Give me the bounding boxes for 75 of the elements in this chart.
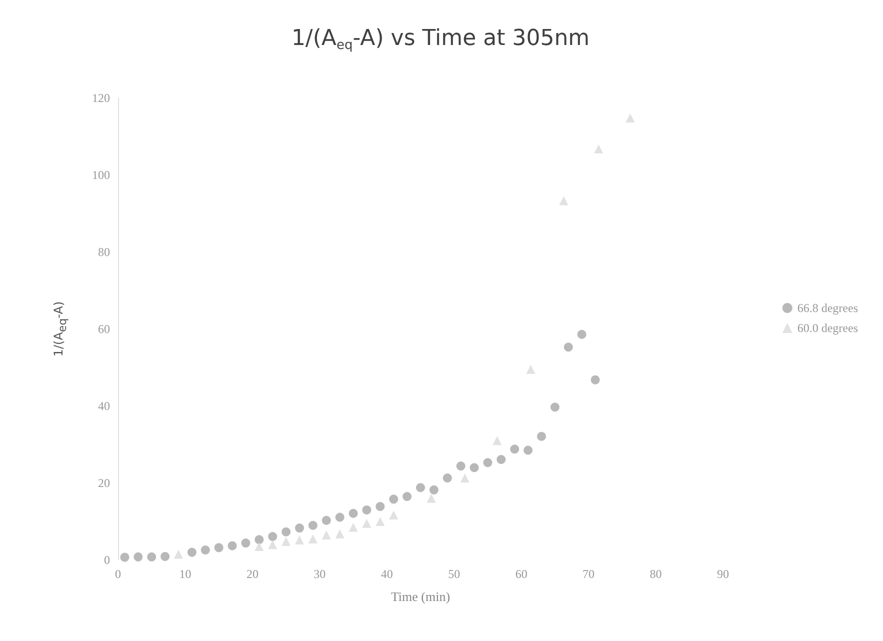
y-tick-label: 0	[104, 553, 110, 567]
point	[460, 473, 470, 482]
point	[429, 485, 438, 494]
x-tick-label: 40	[380, 567, 393, 581]
point	[626, 114, 635, 123]
x-tick-label: 50	[448, 567, 460, 581]
point	[389, 510, 398, 520]
x-tick-label: 90	[717, 567, 729, 581]
point	[228, 541, 237, 550]
point	[470, 463, 479, 472]
point	[376, 502, 385, 511]
x-tick-label: 70	[582, 567, 595, 581]
point	[483, 458, 492, 468]
point	[564, 342, 573, 352]
point	[389, 494, 398, 504]
x-tick-label: 0	[115, 567, 121, 581]
point	[254, 542, 264, 552]
point	[496, 455, 506, 464]
point	[120, 552, 130, 562]
point	[594, 144, 604, 154]
x-tick-label: 30	[314, 567, 326, 581]
point	[254, 535, 264, 544]
y-axis-title: 1/(Aeq-A)	[52, 301, 69, 357]
x-tick-label: 20	[246, 567, 258, 581]
point	[402, 492, 412, 501]
point	[187, 548, 196, 557]
point	[456, 462, 466, 471]
point	[282, 537, 291, 546]
point	[526, 364, 536, 374]
point	[590, 375, 600, 384]
x-axis-title: Time (min)	[390, 589, 450, 604]
y-tick-label: 60	[98, 322, 110, 336]
x-tick-label: 10	[179, 567, 192, 581]
point	[200, 545, 210, 554]
point	[376, 517, 385, 526]
point	[442, 473, 452, 482]
point	[362, 505, 372, 514]
point	[322, 516, 331, 525]
point	[308, 534, 318, 544]
point	[308, 520, 318, 530]
point	[362, 518, 372, 528]
point	[268, 540, 278, 550]
point	[160, 552, 170, 562]
point	[335, 512, 344, 522]
point	[510, 444, 520, 454]
legend-label: 66.8 degrees	[797, 301, 858, 315]
point	[537, 432, 546, 441]
point	[426, 494, 436, 503]
legend-label: 60.0 degrees	[797, 321, 858, 335]
x-tick-label: 80	[650, 567, 662, 581]
y-tick-label: 100	[92, 168, 110, 182]
point	[134, 552, 143, 562]
point	[577, 330, 586, 339]
point	[214, 543, 224, 552]
y-tick-label: 20	[98, 476, 110, 490]
y-tick-label: 80	[98, 245, 110, 259]
point	[322, 530, 331, 540]
point	[416, 483, 425, 492]
point	[174, 550, 183, 559]
x-tick-label: 60	[515, 567, 528, 581]
point	[348, 522, 358, 532]
point	[559, 196, 568, 206]
point	[550, 402, 560, 412]
point	[282, 527, 291, 536]
point	[241, 538, 250, 548]
y-tick-label: 40	[98, 399, 110, 413]
point	[524, 446, 533, 455]
point	[492, 436, 502, 446]
point	[295, 524, 304, 533]
point	[348, 508, 358, 518]
point	[335, 529, 344, 538]
point	[268, 532, 278, 542]
point	[295, 535, 304, 544]
point	[147, 552, 156, 562]
y-tick-label: 120	[92, 91, 110, 105]
